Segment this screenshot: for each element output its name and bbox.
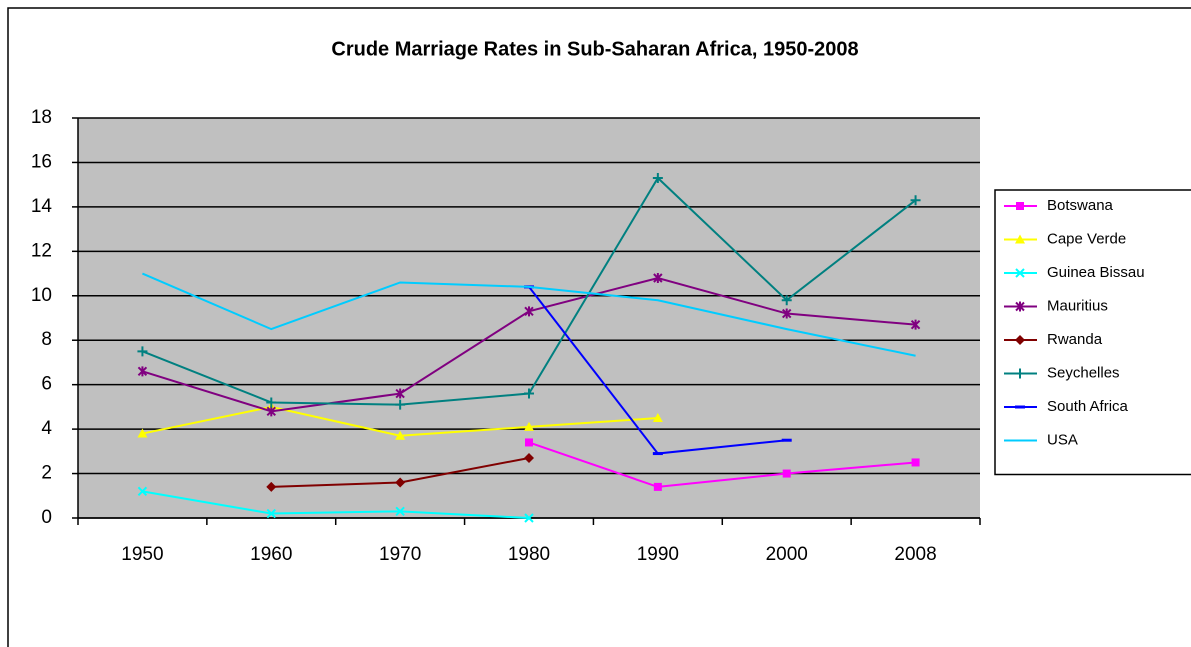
marker: [782, 308, 792, 319]
x-tick-label: 1990: [637, 544, 679, 565]
marker: [524, 306, 534, 317]
y-tick-label: 8: [41, 329, 52, 350]
marker: [1015, 368, 1025, 379]
x-tick-label: 1980: [508, 544, 550, 565]
marker: [653, 273, 663, 283]
series-line: [142, 490, 530, 519]
marker: [524, 421, 534, 431]
marker: [137, 366, 148, 377]
legend-label: Seychelles: [1047, 364, 1120, 381]
marker: [395, 430, 406, 440]
x-tick-label: 1950: [121, 544, 163, 565]
marker: [1015, 301, 1025, 312]
marker: [395, 506, 405, 517]
y-tick-label: 0: [41, 507, 52, 528]
marker: [137, 428, 148, 438]
marker: [137, 486, 148, 497]
marker: [1015, 335, 1025, 345]
x-tick-label: 1960: [250, 544, 292, 565]
marker: [525, 438, 533, 447]
marker: [1016, 202, 1024, 210]
chart-title: Crude Marriage Rates in Sub-Saharan Afri…: [331, 38, 858, 60]
marker: [1015, 234, 1025, 244]
marker: [911, 458, 920, 467]
marker: [653, 482, 662, 491]
y-tick-label: 12: [31, 240, 52, 261]
y-tick-label: 2: [41, 463, 52, 484]
legend-label: Rwanda: [1047, 331, 1103, 348]
legend-label: Mauritius: [1047, 297, 1108, 314]
x-tick-label: 2000: [766, 544, 808, 565]
marker: [137, 346, 148, 357]
marker: [652, 413, 663, 422]
legend-label: South Africa: [1047, 398, 1129, 415]
series-line: [142, 272, 916, 357]
legend-label: Guinea Bissau: [1047, 264, 1145, 281]
marker: [395, 399, 406, 410]
marker: [266, 397, 277, 408]
marker: [395, 388, 405, 399]
y-tick-label: 16: [31, 151, 52, 172]
marker: [1015, 268, 1025, 278]
y-tick-label: 10: [31, 285, 52, 306]
marker: [524, 453, 534, 463]
legend-label: Botswana: [1047, 197, 1114, 214]
legend-label: USA: [1047, 431, 1078, 448]
marker: [524, 513, 534, 523]
marker: [266, 406, 276, 417]
y-tick-label: 4: [41, 418, 52, 439]
y-tick-label: 6: [41, 374, 52, 395]
x-tick-label: 1970: [379, 544, 421, 565]
marker: [782, 469, 791, 478]
y-tick-label: 18: [31, 107, 52, 128]
series-line: [528, 441, 916, 488]
marker: [910, 319, 921, 330]
marker: [266, 481, 277, 492]
marker: [910, 195, 921, 206]
marker: [266, 508, 276, 519]
marker: [524, 388, 534, 399]
legend-box: [994, 189, 1191, 476]
y-tick-label: 14: [31, 196, 53, 217]
legend-label: Cape Verde: [1047, 230, 1126, 247]
marker: [652, 173, 663, 183]
marker: [781, 295, 792, 306]
marker: [395, 477, 406, 488]
x-tick-label: 2008: [894, 544, 936, 565]
